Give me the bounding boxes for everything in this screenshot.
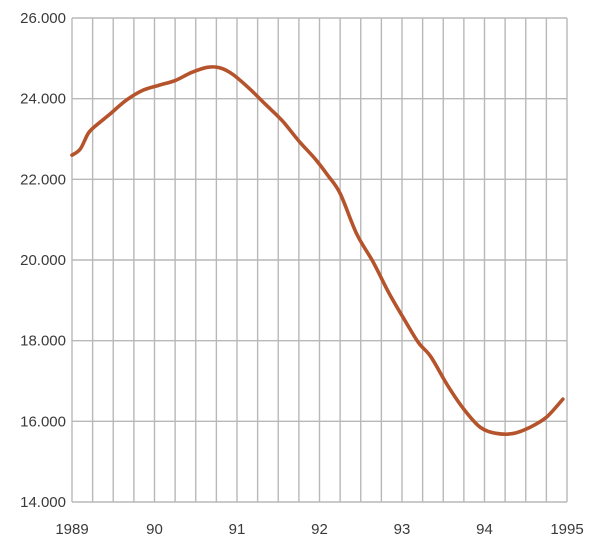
y-tick-label: 22.000 [20,171,66,188]
x-tick-label: 94 [476,521,493,538]
grid [71,17,568,503]
x-tick-label: 1989 [55,521,88,538]
y-tick-label: 18.000 [20,333,66,350]
x-tick-label: 1995 [550,521,583,538]
x-tick-label: 90 [146,521,163,538]
x-tick-label: 92 [311,521,328,538]
y-tick-label: 24.000 [20,91,66,108]
series-line [70,65,565,436]
y-axis-labels: 14.000 16.000 18.000 20.000 22.000 24.000 26.0… [20,10,66,511]
x-axis-labels: 1989 90 91 92 93 94 1995 [55,521,583,538]
x-tick-label: 91 [229,521,246,538]
x-tick-label: 93 [394,521,411,538]
y-tick-label: 14.000 [20,494,66,511]
y-tick-label: 20.000 [20,252,66,269]
y-tick-label: 16.000 [20,413,66,430]
series-layer [70,65,565,436]
y-tick-label: 26.000 [20,10,66,27]
